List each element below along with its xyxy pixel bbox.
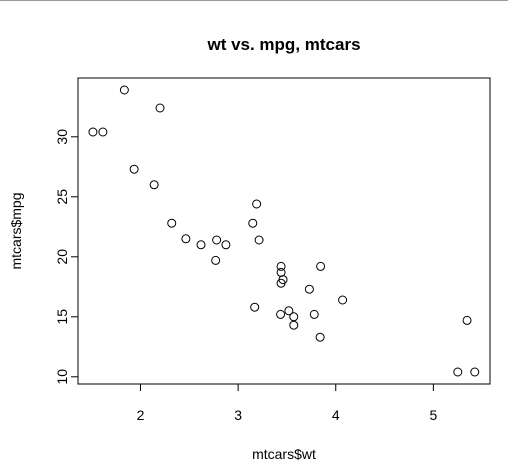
data-point [129, 164, 139, 174]
data-point [338, 295, 348, 305]
x-axis: 2 3 4 5 [137, 383, 437, 423]
data-point [248, 218, 258, 228]
data-point [315, 332, 325, 342]
data-point [304, 284, 314, 294]
data-point [276, 278, 286, 288]
y-tick-label: 20 [54, 249, 70, 265]
data-point [309, 309, 319, 319]
x-tick-label: 3 [234, 407, 242, 423]
data-point [254, 235, 264, 245]
y-axis: 10 15 20 25 30 [54, 129, 79, 385]
data-point [88, 127, 98, 137]
data-point [316, 261, 326, 271]
data-point [250, 302, 260, 312]
y-tick-label: 10 [54, 369, 70, 385]
x-tick-label: 2 [137, 407, 145, 423]
window-top-border [0, 0, 508, 1]
x-tick-label: 5 [429, 407, 437, 423]
data-point [470, 367, 480, 377]
data-point [167, 218, 177, 228]
x-tick-label: 4 [332, 407, 340, 423]
data-point [453, 367, 463, 377]
data-points [88, 85, 480, 377]
data-point [155, 103, 165, 113]
y-axis-label: mtcars$mpg [8, 192, 24, 269]
data-point [98, 127, 108, 137]
y-tick-label: 25 [54, 189, 70, 205]
data-point [211, 255, 221, 265]
data-point [196, 240, 206, 250]
data-point [252, 199, 262, 209]
data-point [284, 306, 294, 316]
data-point [276, 261, 286, 271]
data-point [181, 234, 191, 244]
data-point [276, 309, 286, 319]
x-axis-label: mtcars$wt [252, 446, 316, 462]
data-point [462, 315, 472, 325]
data-point [289, 320, 299, 330]
plot-frame [77, 77, 491, 385]
data-point [149, 180, 159, 190]
y-tick-label: 15 [54, 309, 70, 325]
data-point [221, 240, 231, 250]
data-point [289, 312, 299, 322]
data-point [212, 235, 222, 245]
chart-title: wt vs. mpg, mtcars [206, 35, 360, 54]
y-tick-label: 30 [54, 129, 70, 145]
data-point [119, 85, 129, 95]
